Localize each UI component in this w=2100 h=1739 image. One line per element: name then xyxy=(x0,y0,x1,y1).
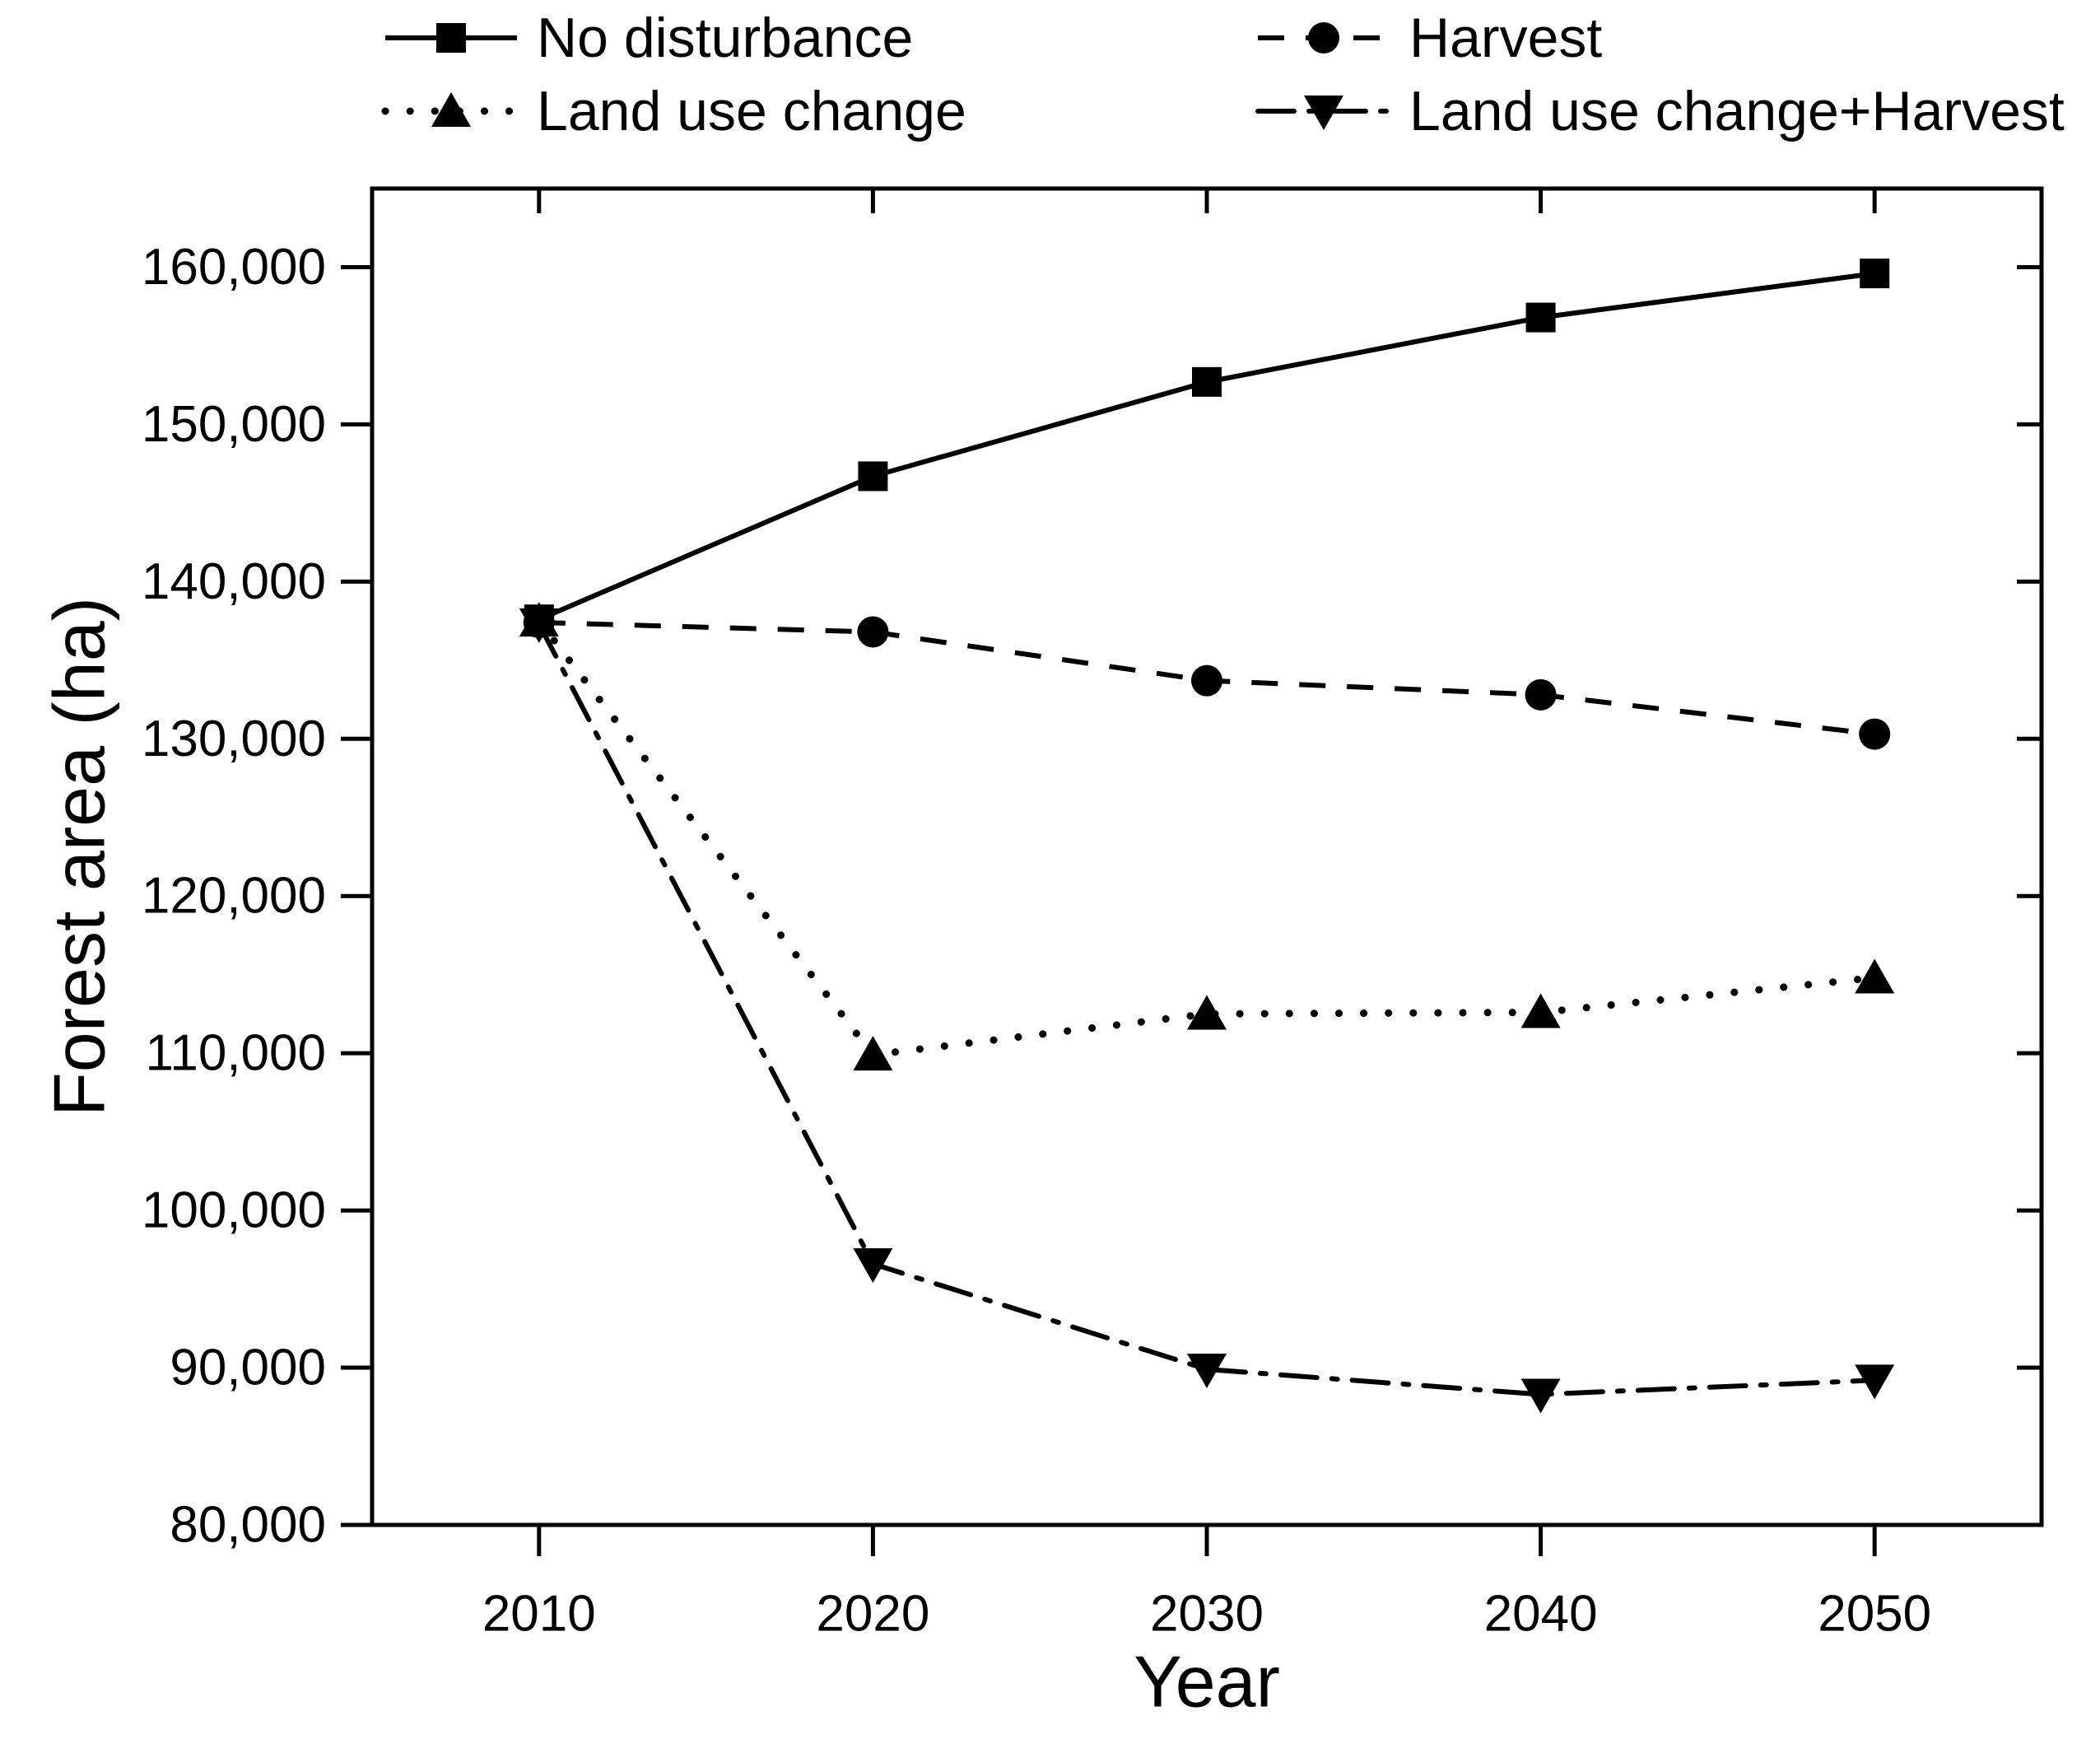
legend-label: Land use change xyxy=(537,80,966,142)
y-tick-label: 80,000 xyxy=(170,1497,326,1554)
legend-square-icon xyxy=(436,23,466,53)
data-point-2-2020 xyxy=(853,1036,893,1071)
y-tick-label: 110,000 xyxy=(145,1025,326,1082)
series-line-3 xyxy=(536,621,1878,1397)
legend-label: Harvest xyxy=(1409,7,1602,69)
legend-triangle-up-icon xyxy=(431,92,471,127)
x-tick-label: 2040 xyxy=(1484,1586,1598,1643)
data-point-1-2030 xyxy=(1191,664,1222,697)
legend-label: Land use change+Harvest xyxy=(1409,80,2065,142)
data-point-3-2050 xyxy=(1855,1364,1895,1400)
x-tick-label: 2030 xyxy=(1150,1586,1264,1643)
y-tick-label: 150,000 xyxy=(142,396,326,453)
x-tick-label: 2050 xyxy=(1818,1586,1931,1643)
data-point-0-2020 xyxy=(858,461,888,492)
y-tick-label: 130,000 xyxy=(142,711,326,767)
data-point-0-2030 xyxy=(1192,366,1222,397)
data-point-0-2040 xyxy=(1525,302,1556,333)
y-tick-label: 160,000 xyxy=(142,239,326,296)
data-point-2-2050 xyxy=(1855,958,1895,994)
x-axis-title: Year xyxy=(1134,1641,1280,1723)
data-point-3-2040 xyxy=(1520,1378,1561,1414)
y-tick-label: 140,000 xyxy=(142,553,326,610)
x-tick-label: 2010 xyxy=(482,1586,596,1643)
data-point-1-2020 xyxy=(857,616,889,648)
data-point-0-2050 xyxy=(1860,259,1890,289)
data-point-3-2020 xyxy=(853,1248,893,1284)
legend-circle-icon xyxy=(1308,22,1339,54)
y-tick-label: 90,000 xyxy=(170,1340,326,1396)
data-point-2-2040 xyxy=(1520,993,1561,1028)
data-point-3-2010 xyxy=(519,608,559,643)
x-tick-label: 2020 xyxy=(816,1586,929,1643)
data-point-3-2030 xyxy=(1187,1353,1227,1388)
y-axis-title: Forest area (ha) xyxy=(39,597,120,1117)
y-tick-label: 120,000 xyxy=(142,868,326,925)
data-point-2-2030 xyxy=(1187,995,1227,1030)
y-tick-label: 100,000 xyxy=(142,1182,326,1239)
legend-label: No disturbance xyxy=(537,7,913,69)
data-point-1-2050 xyxy=(1859,718,1891,750)
legend-triangle-down-icon xyxy=(1304,96,1343,130)
data-point-1-2040 xyxy=(1525,678,1557,711)
